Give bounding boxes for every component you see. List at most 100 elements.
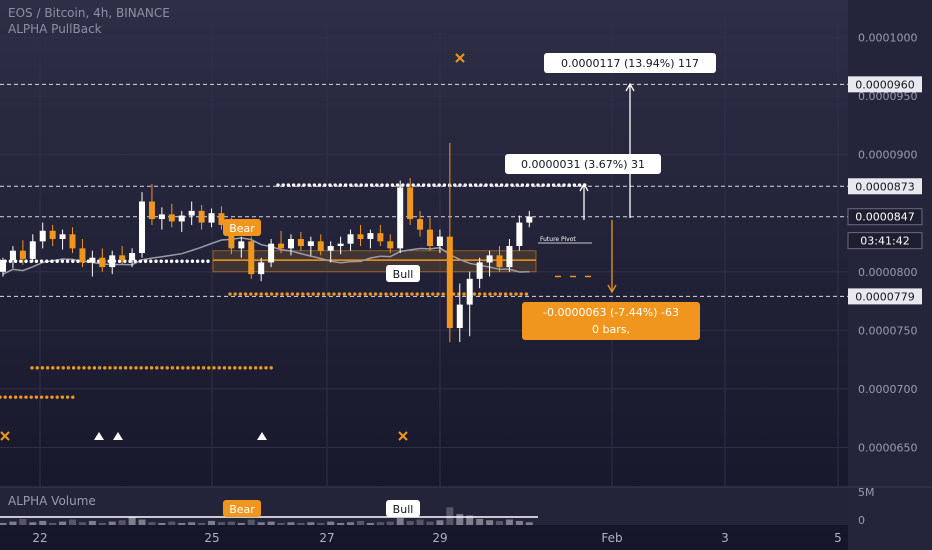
pivot-dot-orange bbox=[259, 292, 263, 296]
candle-bull bbox=[188, 210, 195, 216]
pivot-dot-orange bbox=[290, 292, 295, 296]
pivot-dot-white bbox=[401, 183, 405, 187]
pivot-dot-orange bbox=[212, 366, 216, 370]
pivot-dot-orange bbox=[410, 292, 414, 296]
pivot-dot-white bbox=[19, 259, 23, 263]
candle-bear bbox=[357, 234, 364, 239]
pivot-dot-orange bbox=[306, 292, 310, 296]
pivot-dot-orange bbox=[233, 366, 237, 370]
pivot-dot-orange bbox=[217, 366, 221, 370]
pivot-dot-orange bbox=[472, 292, 477, 296]
pivot-dot-orange bbox=[347, 292, 352, 296]
triangle-up-marker-icon bbox=[257, 432, 267, 440]
pivot-dot-orange bbox=[436, 292, 440, 296]
candle-bull bbox=[59, 234, 66, 239]
volume-bar bbox=[287, 522, 295, 525]
pivot-dot-orange bbox=[144, 366, 149, 370]
pivot-dot-white bbox=[169, 259, 174, 263]
pivot-dot-orange bbox=[40, 366, 45, 370]
volume-bar bbox=[466, 515, 474, 525]
volume-bar bbox=[98, 522, 106, 525]
pivot-dot-white bbox=[297, 183, 301, 187]
candle-bull bbox=[158, 214, 165, 220]
pivot-dot-orange bbox=[483, 292, 487, 296]
price-badge-text: 0.0000873 bbox=[855, 180, 915, 193]
bull-signal-badge bbox=[386, 265, 420, 282]
pivot-dot-orange bbox=[3, 395, 7, 399]
volume-bull-text: Bull bbox=[393, 503, 414, 516]
pivot-dot-white bbox=[123, 259, 127, 263]
volume-bar bbox=[88, 520, 96, 525]
price-badge bbox=[848, 288, 922, 305]
pivot-dot-white bbox=[349, 183, 353, 187]
volume-bar bbox=[69, 519, 77, 525]
candle-bear bbox=[426, 229, 433, 247]
candle-bear bbox=[218, 213, 225, 225]
price-badge bbox=[847, 232, 923, 250]
candle-bull bbox=[238, 241, 245, 249]
pivot-dot-orange bbox=[477, 292, 482, 296]
pivot-dot-white bbox=[128, 259, 132, 263]
pivot-dot-white bbox=[333, 183, 337, 187]
pivot-dot-orange bbox=[71, 366, 76, 370]
volume-bar bbox=[446, 507, 454, 525]
volume-pane-title: ALPHA Volume bbox=[8, 494, 96, 508]
volume-bar bbox=[267, 521, 275, 525]
bear-signal-badge bbox=[223, 219, 261, 236]
pivot-dot-white bbox=[159, 259, 163, 263]
pivot-dot-orange bbox=[55, 395, 59, 399]
pivot-dot-orange bbox=[405, 292, 409, 296]
pivot-dot-white bbox=[175, 259, 179, 263]
candle-bear bbox=[248, 241, 255, 275]
candle-bear bbox=[49, 230, 56, 239]
volume-bar bbox=[356, 520, 364, 525]
volume-bar bbox=[118, 520, 126, 525]
pivot-dot-orange bbox=[394, 292, 399, 296]
volume-bar bbox=[247, 519, 255, 525]
pivot-dot-white bbox=[343, 183, 348, 187]
pivot-dot-white bbox=[385, 183, 389, 187]
pivot-dot-white bbox=[206, 259, 210, 263]
volume-bar bbox=[317, 522, 325, 525]
price-tick-label: 0.0001000 bbox=[858, 31, 918, 44]
candle-bull bbox=[476, 262, 483, 279]
pivot-dot-white bbox=[291, 183, 296, 187]
candle-bear bbox=[19, 250, 26, 259]
pivot-dot-white bbox=[453, 183, 457, 187]
volume-bar bbox=[227, 521, 235, 525]
pivot-dot-white bbox=[55, 259, 59, 263]
volume-bar bbox=[416, 519, 424, 525]
pivot-dot-white bbox=[427, 183, 431, 187]
measure-label-text: 0 bars, bbox=[592, 323, 630, 336]
candle-bull bbox=[287, 238, 294, 249]
pivot-dot-orange bbox=[384, 292, 388, 296]
volume-bar bbox=[297, 522, 305, 525]
candle-bull bbox=[0, 260, 6, 272]
price-tick-label: 0.0000900 bbox=[858, 149, 918, 162]
pivot-dot-orange bbox=[332, 292, 336, 296]
time-tick-label: 5 bbox=[834, 531, 842, 545]
pivot-dot-white bbox=[375, 183, 379, 187]
volume-bar bbox=[49, 522, 57, 525]
pivot-dot-white bbox=[489, 183, 493, 187]
candle-bull bbox=[9, 250, 16, 261]
pivot-dot-white bbox=[463, 183, 467, 187]
pivot-dot-white bbox=[338, 183, 343, 187]
pivot-dot-white bbox=[411, 183, 415, 187]
volume-bar bbox=[108, 521, 116, 525]
candle-bear bbox=[387, 241, 394, 249]
candle-bull bbox=[39, 230, 46, 242]
pivot-dot-white bbox=[143, 259, 148, 263]
pivot-dot-orange bbox=[373, 292, 378, 296]
pivot-dot-orange bbox=[196, 366, 201, 370]
candle-bear bbox=[99, 257, 106, 268]
pivot-dot-orange bbox=[280, 292, 284, 296]
price-tick-label: 0.0000750 bbox=[858, 324, 918, 337]
pivot-dot-white bbox=[364, 183, 369, 187]
time-tick-label: 22 bbox=[32, 531, 47, 545]
measure-label-box bbox=[544, 53, 716, 73]
pivot-dot-orange bbox=[71, 395, 75, 399]
pivot-dot-white bbox=[499, 183, 504, 187]
cross-marker-icon bbox=[398, 431, 408, 441]
